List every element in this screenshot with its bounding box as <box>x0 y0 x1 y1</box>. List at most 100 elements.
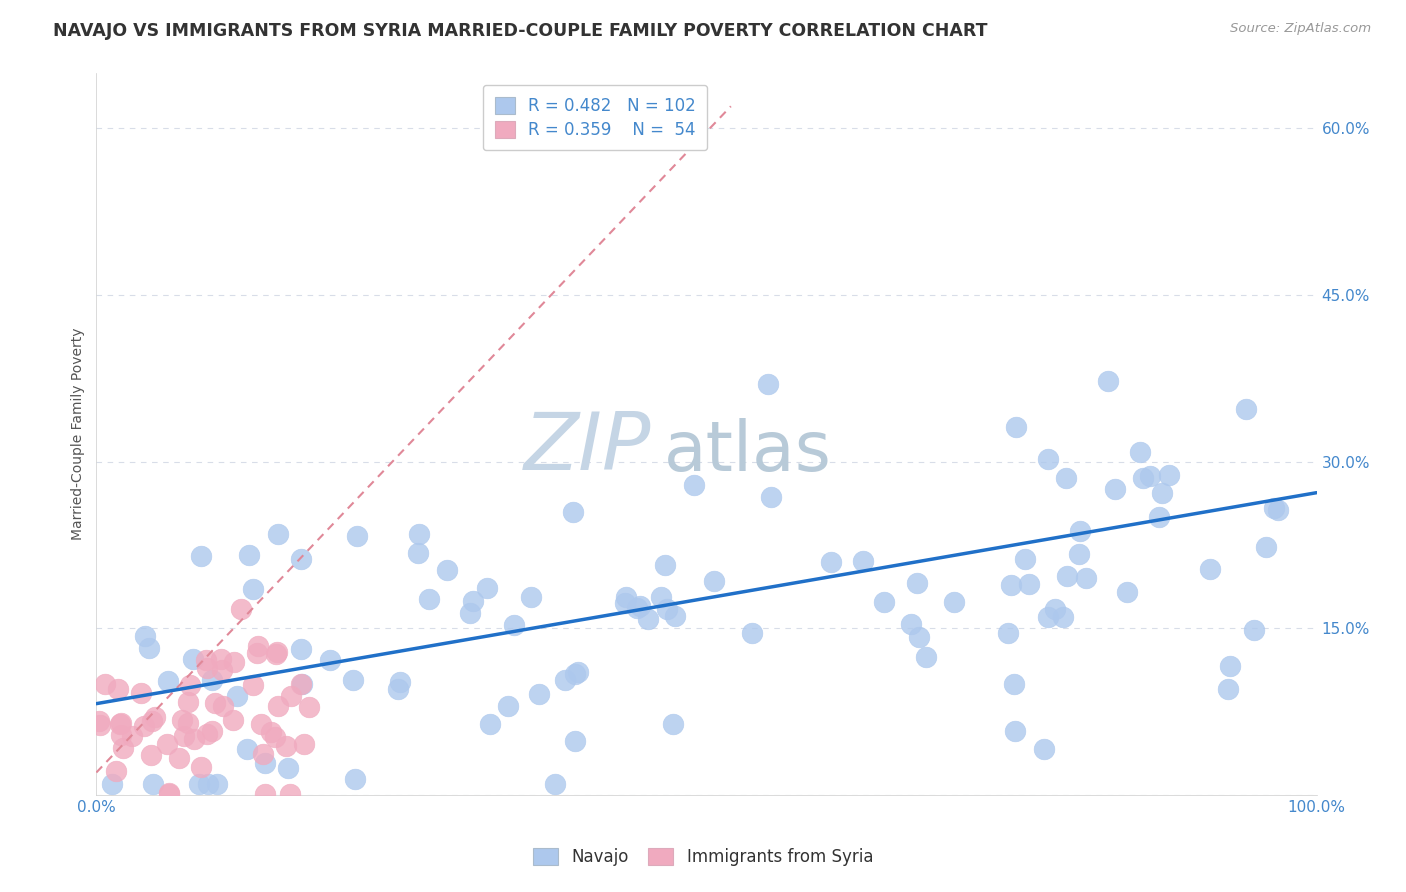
Point <box>197 776 219 790</box>
Point <box>387 682 409 697</box>
Point <box>1018 576 1040 591</box>
Point <box>112 740 135 755</box>
Point <box>1038 452 1060 467</box>
Legend: Navajo, Immigrants from Syria: Navajo, Immigrants from Syria <box>524 840 882 875</box>
Point <box>101 776 124 790</box>
Point <box>290 642 312 657</box>
Point <box>1069 524 1091 539</box>
Point <box>249 716 271 731</box>
Point <box>1014 551 1036 566</box>
Point <box>1097 375 1119 389</box>
Point <box>297 699 319 714</box>
Point <box>231 601 253 615</box>
Point <box>650 590 672 604</box>
Point <box>554 673 576 687</box>
Point <box>1004 723 1026 738</box>
Point <box>267 527 290 541</box>
Point <box>1104 482 1126 496</box>
Point <box>211 663 233 677</box>
Point <box>236 741 259 756</box>
Point <box>756 377 779 392</box>
Point <box>342 673 364 688</box>
Point <box>107 681 129 696</box>
Point <box>253 756 276 771</box>
Point <box>1147 510 1170 524</box>
Point <box>274 739 297 753</box>
Point <box>1267 502 1289 516</box>
Point <box>614 590 637 604</box>
Point <box>1263 501 1285 516</box>
Point <box>664 608 686 623</box>
Point <box>1076 570 1098 584</box>
Point <box>173 730 195 744</box>
Point <box>141 747 163 762</box>
Point <box>389 674 412 689</box>
Point <box>346 528 368 542</box>
Point <box>1052 609 1074 624</box>
Point <box>260 725 283 739</box>
Point <box>264 730 287 744</box>
Point <box>110 715 132 730</box>
Point <box>105 764 128 779</box>
Point <box>406 546 429 560</box>
Point <box>292 738 315 752</box>
Point <box>654 558 676 573</box>
Point <box>761 490 783 504</box>
Point <box>1115 584 1137 599</box>
Point <box>138 641 160 656</box>
Point <box>503 618 526 632</box>
Point <box>544 776 567 790</box>
Point <box>142 776 165 790</box>
Point <box>703 574 725 588</box>
Point <box>141 714 163 728</box>
Point <box>527 687 550 701</box>
Point <box>1132 471 1154 485</box>
Point <box>478 717 501 731</box>
Point <box>475 581 498 595</box>
Point <box>167 750 190 764</box>
Point <box>900 617 922 632</box>
Point <box>157 673 180 688</box>
Point <box>188 776 211 790</box>
Point <box>1129 445 1152 459</box>
Point <box>408 527 430 541</box>
Point <box>177 716 200 731</box>
Point <box>195 653 218 667</box>
Point <box>252 747 274 762</box>
Point <box>179 678 201 692</box>
Point <box>1002 677 1025 691</box>
Point <box>1157 468 1180 483</box>
Point <box>242 582 264 596</box>
Point <box>197 661 219 675</box>
Point <box>1256 540 1278 554</box>
Point <box>319 652 342 666</box>
Point <box>172 713 194 727</box>
Point <box>190 549 212 563</box>
Point <box>129 685 152 699</box>
Point <box>246 646 269 660</box>
Point <box>1216 682 1239 697</box>
Point <box>905 575 928 590</box>
Point <box>1139 469 1161 483</box>
Point <box>209 652 232 666</box>
Point <box>264 647 287 661</box>
Point <box>1234 402 1257 417</box>
Point <box>242 678 264 692</box>
Point <box>1000 578 1022 592</box>
Point <box>1199 561 1222 575</box>
Point <box>222 714 245 728</box>
Point <box>205 776 228 790</box>
Point <box>344 772 367 786</box>
Point <box>183 651 205 665</box>
Point <box>183 732 205 747</box>
Point <box>741 626 763 640</box>
Point <box>463 594 485 608</box>
Point <box>267 699 290 714</box>
Point <box>873 595 896 609</box>
Text: NAVAJO VS IMMIGRANTS FROM SYRIA MARRIED-COUPLE FAMILY POVERTY CORRELATION CHART: NAVAJO VS IMMIGRANTS FROM SYRIA MARRIED-… <box>53 22 988 40</box>
Point <box>290 552 312 566</box>
Text: Source: ZipAtlas.com: Source: ZipAtlas.com <box>1230 22 1371 36</box>
Point <box>204 696 226 710</box>
Point <box>238 548 260 562</box>
Point <box>201 724 224 739</box>
